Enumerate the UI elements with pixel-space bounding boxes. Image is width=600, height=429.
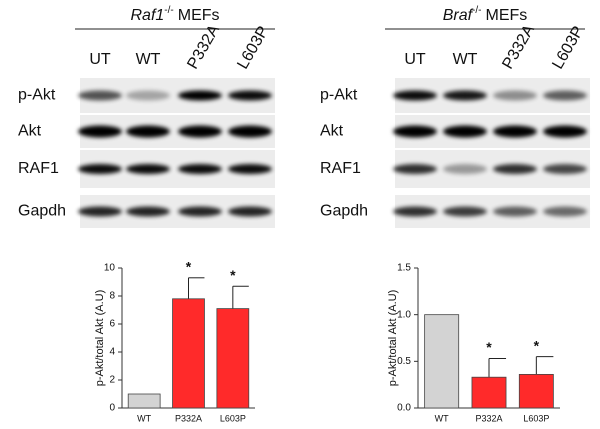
lane-label: UT bbox=[404, 51, 426, 68]
band bbox=[543, 90, 587, 101]
bar bbox=[471, 376, 507, 409]
x-tick-label: WT bbox=[435, 413, 449, 423]
x-tick-label: L603P bbox=[523, 413, 549, 423]
band bbox=[78, 90, 122, 101]
band bbox=[443, 164, 487, 174]
lane-label: WT bbox=[136, 51, 161, 68]
y-axis-title: p-Akt/total Akt (A.U) bbox=[94, 290, 106, 387]
x-tick-label: P332A bbox=[475, 413, 502, 423]
band bbox=[393, 164, 437, 174]
band bbox=[178, 90, 222, 101]
title-superscript: -/- bbox=[164, 5, 173, 16]
band bbox=[493, 206, 537, 217]
title-suffix: MEFs bbox=[486, 7, 528, 24]
row-label: RAF1 bbox=[18, 160, 59, 177]
y-tick-label: 0 bbox=[109, 403, 115, 414]
band bbox=[78, 164, 122, 174]
significance: * bbox=[534, 337, 540, 353]
lane-label: L603P bbox=[549, 24, 587, 73]
blot-title: Raf1-/- MEFs bbox=[130, 5, 219, 25]
y-tick-label: 1.5 bbox=[397, 263, 411, 274]
bar bbox=[127, 393, 161, 409]
title-gene: Raf1 bbox=[130, 7, 164, 24]
bar bbox=[518, 373, 554, 409]
band bbox=[543, 206, 587, 217]
bar bbox=[172, 298, 205, 409]
band bbox=[126, 125, 170, 138]
band bbox=[126, 206, 170, 217]
row-label: Akt bbox=[18, 123, 42, 140]
y-tick-label: 10 bbox=[104, 263, 116, 274]
y-tick-label: 4 bbox=[109, 347, 115, 358]
blot-title: Braf-/- MEFs bbox=[443, 5, 528, 25]
band bbox=[443, 90, 487, 101]
band bbox=[393, 90, 437, 101]
y-tick-label: 2 bbox=[109, 375, 115, 386]
band bbox=[393, 206, 437, 217]
row-label: RAF1 bbox=[320, 160, 361, 177]
significance: * bbox=[486, 339, 492, 355]
bar bbox=[424, 314, 460, 409]
band bbox=[228, 90, 272, 101]
row-label: p-Akt bbox=[18, 87, 56, 104]
band bbox=[543, 125, 587, 138]
x-tick-label: L603P bbox=[220, 413, 246, 423]
x-tick-label: P332A bbox=[175, 413, 202, 423]
band bbox=[443, 206, 487, 217]
band bbox=[178, 206, 222, 217]
y-tick-label: 6 bbox=[109, 319, 115, 330]
band bbox=[443, 125, 487, 138]
y-axis-title: p-Akt/total Akt (A.U) bbox=[387, 290, 399, 387]
significance: * bbox=[230, 267, 236, 283]
band bbox=[126, 90, 170, 101]
lane-label: L603P bbox=[234, 24, 272, 73]
band bbox=[126, 164, 170, 174]
title-gene: Braf bbox=[443, 7, 474, 24]
row-label: Gapdh bbox=[18, 203, 66, 220]
band bbox=[228, 164, 272, 174]
lane-label: UT bbox=[89, 51, 111, 68]
band bbox=[228, 206, 272, 217]
band bbox=[78, 206, 122, 217]
title-suffix: MEFs bbox=[178, 7, 220, 24]
x-tick-label: WT bbox=[137, 413, 151, 423]
y-tick-label: 8 bbox=[109, 291, 115, 302]
band bbox=[228, 125, 272, 138]
bar bbox=[216, 308, 250, 409]
title-superscript: -/- bbox=[472, 5, 481, 16]
band bbox=[178, 164, 222, 174]
band bbox=[543, 164, 587, 174]
row-label: Gapdh bbox=[320, 203, 368, 220]
y-tick-label: 1.0 bbox=[397, 309, 411, 320]
y-tick-label: 0.5 bbox=[397, 356, 411, 367]
significance: * bbox=[186, 259, 192, 275]
band bbox=[493, 125, 537, 138]
band bbox=[393, 125, 437, 138]
band bbox=[493, 90, 537, 101]
row-label: Akt bbox=[320, 123, 344, 140]
lane-label: WT bbox=[453, 51, 478, 68]
row-label: p-Akt bbox=[320, 87, 358, 104]
y-tick-label: 0.0 bbox=[397, 403, 411, 414]
band bbox=[493, 164, 537, 174]
band bbox=[78, 125, 122, 138]
band bbox=[178, 125, 222, 138]
